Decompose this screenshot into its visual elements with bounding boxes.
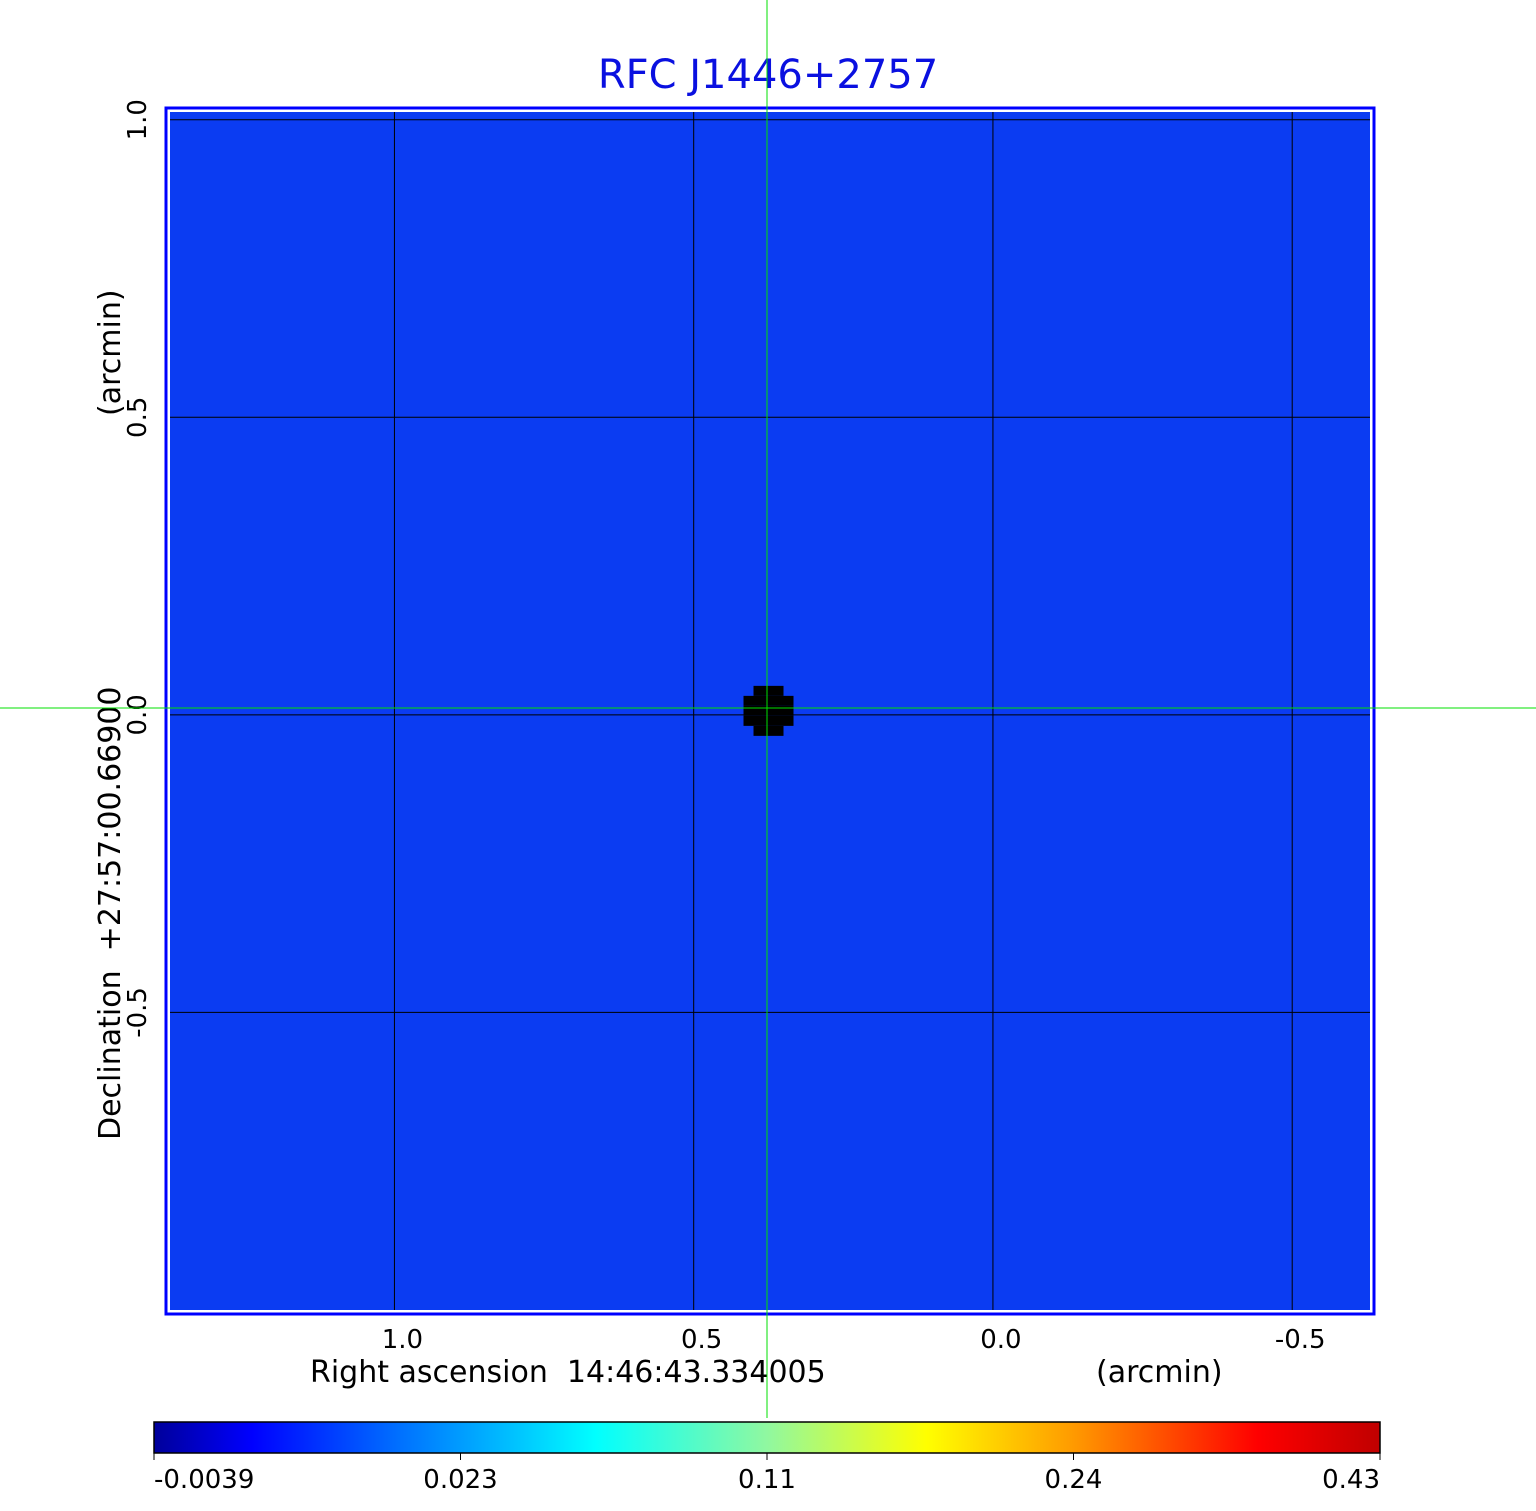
colorbar-tick-label: 0.023 xyxy=(423,1465,497,1495)
source-pixel xyxy=(773,715,784,726)
source-pixel xyxy=(753,695,764,706)
chart-title: RFC J1446+2757 xyxy=(598,52,938,98)
grid-lines xyxy=(170,112,1370,1310)
y-tick-label: -0.5 xyxy=(123,987,153,1038)
source-pixel xyxy=(783,705,794,716)
source-pixel xyxy=(773,695,784,706)
y-axis-unit: (arcmin) xyxy=(93,289,128,416)
x-tick-label: -0.5 xyxy=(1275,1325,1326,1355)
x-tick-label: 0.0 xyxy=(980,1325,1021,1355)
colorbar xyxy=(153,1421,1381,1454)
x-tick-label: 1.0 xyxy=(382,1325,423,1355)
x-axis-unit: (arcmin) xyxy=(1096,1355,1223,1390)
source-pixel xyxy=(753,715,764,726)
y-tick-labels: 1.0 0.5 0.0 -0.5 xyxy=(123,99,153,1038)
colorbar-ticks: -0.0039 0.023 0.11 0.24 0.43 xyxy=(153,1453,1381,1495)
y-axis-label: Declination +27:57:00.66900 xyxy=(93,686,128,1140)
y-tick-label: 0.0 xyxy=(123,694,153,735)
colorbar-tick-label: 0.24 xyxy=(1045,1465,1103,1495)
colorbar-tick-label: 0.43 xyxy=(1322,1465,1380,1495)
x-tick-labels: 1.0 0.5 0.0 -0.5 xyxy=(382,1325,1326,1355)
y-tick-label: 1.0 xyxy=(123,99,153,140)
x-axis-label: Right ascension 14:46:43.334005 xyxy=(310,1355,826,1390)
source-pixel xyxy=(763,725,774,736)
source-pixel xyxy=(773,725,784,736)
source-pixel xyxy=(753,725,764,736)
source-cells xyxy=(743,685,794,736)
source-pixel xyxy=(753,705,764,716)
source-pixel xyxy=(763,695,774,706)
source-pixel xyxy=(773,685,784,696)
source-pixel xyxy=(763,715,774,726)
colorbar-tick-label: -0.0039 xyxy=(154,1465,254,1495)
source-pixel xyxy=(743,715,754,726)
source-pixel xyxy=(783,695,794,706)
source-pixel xyxy=(743,705,754,716)
source-pixel xyxy=(763,685,774,696)
source-pixel xyxy=(763,705,774,716)
y-tick-label: 0.5 xyxy=(123,397,153,438)
source-pixel xyxy=(783,715,794,726)
x-tick-label: 0.5 xyxy=(681,1325,722,1355)
source-pixel xyxy=(773,705,784,716)
source-pixel xyxy=(753,685,764,696)
colorbar-tick-label: 0.11 xyxy=(738,1465,796,1495)
source-pixel xyxy=(743,695,754,706)
